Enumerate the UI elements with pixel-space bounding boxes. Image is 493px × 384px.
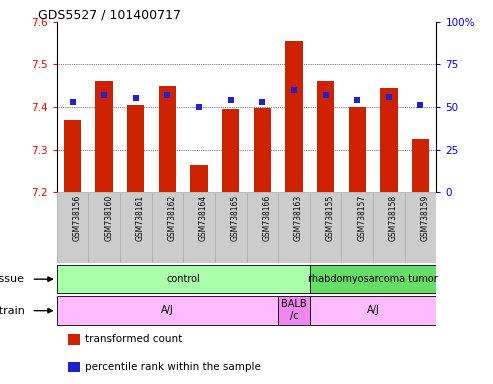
Bar	[215, 192, 246, 263]
Text: GSM738163: GSM738163	[294, 195, 303, 241]
Text: control: control	[166, 273, 200, 283]
Bar	[96, 81, 113, 192]
Bar	[405, 192, 436, 263]
Text: GDS5527 / 101400717: GDS5527 / 101400717	[37, 8, 181, 22]
Text: GSM738159: GSM738159	[421, 195, 429, 241]
Bar	[159, 86, 176, 192]
Point	[195, 104, 203, 110]
Bar	[88, 192, 120, 263]
Text: GSM738164: GSM738164	[199, 195, 208, 241]
Point	[417, 102, 424, 108]
Text: GSM738157: GSM738157	[357, 195, 366, 241]
Bar	[278, 192, 310, 263]
Text: GSM738156: GSM738156	[72, 195, 81, 241]
Text: transformed count: transformed count	[85, 334, 182, 344]
Text: GSM738160: GSM738160	[104, 195, 113, 241]
Bar	[310, 192, 341, 263]
Text: strain: strain	[0, 306, 25, 316]
Text: percentile rank within the sample: percentile rank within the sample	[85, 362, 261, 372]
Bar	[349, 107, 366, 192]
Point	[258, 99, 266, 105]
Bar	[68, 334, 80, 345]
Bar	[380, 88, 397, 192]
Point	[100, 92, 108, 98]
Text: A/J: A/J	[161, 305, 174, 315]
Text: tissue: tissue	[0, 274, 25, 284]
Point	[385, 94, 393, 100]
Text: GSM738162: GSM738162	[168, 195, 176, 241]
Bar	[57, 192, 88, 263]
Bar	[246, 192, 278, 263]
Bar	[412, 139, 429, 192]
Point	[164, 92, 172, 98]
Point	[227, 97, 235, 103]
Bar	[64, 120, 81, 192]
Text: GSM738158: GSM738158	[389, 195, 398, 241]
Point	[321, 92, 329, 98]
Bar	[120, 192, 152, 263]
Bar	[183, 192, 215, 263]
Text: rhabdomyosarcoma tumor: rhabdomyosarcoma tumor	[308, 273, 438, 283]
Point	[290, 87, 298, 93]
Bar	[222, 109, 240, 192]
Bar	[310, 265, 436, 293]
Bar	[190, 165, 208, 192]
Bar	[253, 108, 271, 192]
Bar	[68, 362, 80, 372]
Text: GSM738166: GSM738166	[262, 195, 271, 241]
Text: GSM738165: GSM738165	[231, 195, 240, 241]
Bar	[57, 296, 278, 325]
Text: A/J: A/J	[367, 305, 380, 315]
Bar	[278, 296, 310, 325]
Point	[69, 99, 76, 105]
Bar	[317, 81, 334, 192]
Bar	[341, 192, 373, 263]
Text: GSM738155: GSM738155	[325, 195, 335, 241]
Bar	[373, 192, 405, 263]
Text: BALB
/c: BALB /c	[281, 299, 307, 321]
Bar	[127, 105, 144, 192]
Point	[132, 95, 140, 101]
Point	[353, 97, 361, 103]
Bar	[310, 296, 436, 325]
Text: GSM738161: GSM738161	[136, 195, 145, 241]
Bar	[152, 192, 183, 263]
Bar	[57, 265, 310, 293]
Bar	[285, 41, 303, 192]
